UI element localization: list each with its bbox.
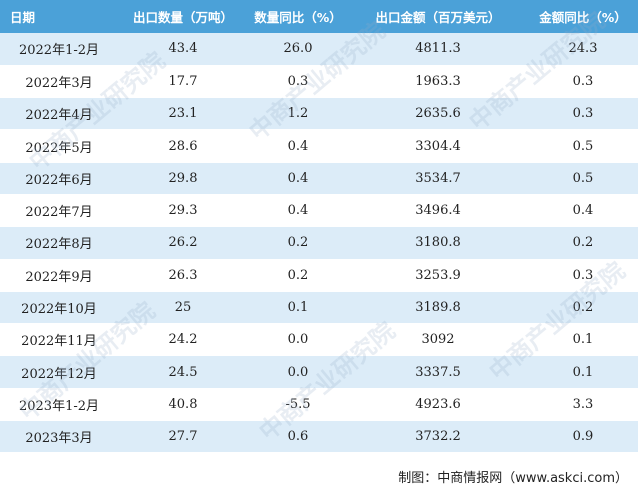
cell-quantity: 27.7 <box>118 420 248 454</box>
header-quantity-yoy: 数量同比（%） <box>254 10 342 25</box>
cell-quantity-yoy: 0.0 <box>248 323 348 357</box>
table-row: 2023年1-2月 40.8 -5.5 4923.6 3.3 <box>0 388 638 422</box>
cell-quantity-yoy: 0.4 <box>248 194 348 228</box>
cell-date: 2022年3月 <box>0 65 118 99</box>
cell-amount: 3092 <box>348 323 528 357</box>
cell-quantity-yoy: 0.2 <box>248 259 348 292</box>
cell-quantity: 43.4 <box>118 33 248 66</box>
cell-amount: 3534.7 <box>348 162 528 195</box>
cell-quantity: 26.3 <box>118 259 248 292</box>
cell-quantity: 40.8 <box>118 388 248 422</box>
table-row: 2022年5月 28.6 0.4 3304.4 0.5 <box>0 129 638 163</box>
cell-amount-yoy: 24.3 <box>528 33 638 66</box>
cell-amount-yoy: 0.2 <box>528 226 638 260</box>
cell-quantity: 28.6 <box>118 129 248 163</box>
table-row: 2022年3月 17.7 0.3 1963.3 0.3 <box>0 65 638 99</box>
cell-quantity-yoy: 0.1 <box>248 291 348 325</box>
cell-quantity-yoy: 0.6 <box>248 420 348 454</box>
header-export-quantity: 出口数量（万吨） <box>132 10 233 25</box>
table-row: 2022年12月 24.5 0.0 3337.5 0.1 <box>0 355 638 389</box>
table-row: 2022年6月 29.8 0.4 3534.7 0.5 <box>0 162 638 195</box>
cell-quantity-yoy: 26.0 <box>248 33 348 66</box>
cell-amount: 3180.8 <box>348 226 528 260</box>
table-row: 2022年8月 26.2 0.2 3180.8 0.2 <box>0 226 638 260</box>
cell-quantity: 29.3 <box>118 194 248 228</box>
cell-date: 2022年12月 <box>0 355 118 389</box>
table-header: 日期 出口数量（万吨） 数量同比（%） 出口金额（百万美元） 金额同比（%） <box>0 0 638 33</box>
cell-amount-yoy: 0.9 <box>528 420 638 454</box>
cell-quantity: 29.8 <box>118 162 248 195</box>
table-body: 2022年1-2月 43.4 26.0 4811.3 24.3 2022年3月 … <box>0 33 638 454</box>
cell-quantity-yoy: 0.4 <box>248 162 348 195</box>
cell-quantity: 24.2 <box>118 323 248 357</box>
source-credit: 制图：中商情报网（www.askci.com） <box>398 471 628 486</box>
cell-amount-yoy: 0.5 <box>528 162 638 195</box>
cell-amount: 3337.5 <box>348 355 528 389</box>
cell-date: 2022年9月 <box>0 259 118 292</box>
cell-amount: 3304.4 <box>348 129 528 163</box>
cell-amount: 3496.4 <box>348 194 528 228</box>
cell-quantity-yoy: 0.0 <box>248 355 348 389</box>
cell-amount: 3253.9 <box>348 259 528 292</box>
table-row: 2022年4月 23.1 1.2 2635.6 0.3 <box>0 97 638 131</box>
cell-quantity: 25 <box>118 291 248 325</box>
cell-date: 2022年5月 <box>0 129 118 163</box>
cell-amount-yoy: 0.3 <box>528 65 638 99</box>
cell-amount-yoy: 0.4 <box>528 194 638 228</box>
header-export-amount: 出口金额（百万美元） <box>375 10 501 25</box>
cell-amount-yoy: 3.3 <box>528 388 638 422</box>
cell-date: 2022年4月 <box>0 97 118 131</box>
cell-quantity: 24.5 <box>118 355 248 389</box>
cell-amount: 4923.6 <box>348 388 528 422</box>
cell-date: 2022年8月 <box>0 226 118 260</box>
cell-amount-yoy: 0.1 <box>528 323 638 357</box>
table-row: 2022年9月 26.3 0.2 3253.9 0.3 <box>0 259 638 292</box>
table-row: 2022年11月 24.2 0.0 3092 0.1 <box>0 323 638 357</box>
table-row: 2022年10月 25 0.1 3189.8 0.2 <box>0 291 638 325</box>
cell-quantity: 23.1 <box>118 97 248 131</box>
cell-amount: 1963.3 <box>348 65 528 99</box>
cell-amount-yoy: 0.3 <box>528 259 638 292</box>
cell-quantity-yoy: -5.5 <box>248 388 348 422</box>
cell-quantity-yoy: 0.4 <box>248 129 348 163</box>
cell-amount: 4811.3 <box>348 33 528 66</box>
cell-quantity-yoy: 0.2 <box>248 226 348 260</box>
cell-date: 2023年3月 <box>0 420 118 454</box>
cell-quantity-yoy: 1.2 <box>248 97 348 131</box>
cell-quantity-yoy: 0.3 <box>248 65 348 99</box>
export-data-table: 日期 出口数量（万吨） 数量同比（%） 出口金额（百万美元） 金额同比（%） 2… <box>0 0 638 454</box>
cell-amount: 2635.6 <box>348 97 528 131</box>
cell-amount-yoy: 0.5 <box>528 129 638 163</box>
header-row: 日期 出口数量（万吨） 数量同比（%） 出口金额（百万美元） 金额同比（%） <box>0 0 638 33</box>
cell-amount-yoy: 0.2 <box>528 291 638 325</box>
cell-quantity: 26.2 <box>118 226 248 260</box>
table-row: 2022年1-2月 43.4 26.0 4811.3 24.3 <box>0 33 638 66</box>
cell-quantity: 17.7 <box>118 65 248 99</box>
cell-date: 2022年10月 <box>0 291 118 325</box>
table-row: 2023年3月 27.7 0.6 3732.2 0.9 <box>0 420 638 454</box>
header-date: 日期 <box>10 10 36 25</box>
cell-date: 2022年7月 <box>0 194 118 228</box>
header-amount-yoy: 金额同比（%） <box>539 10 627 25</box>
cell-date: 2022年6月 <box>0 162 118 195</box>
table-row: 2022年7月 29.3 0.4 3496.4 0.4 <box>0 194 638 228</box>
cell-date: 2022年1-2月 <box>0 33 118 66</box>
cell-amount: 3189.8 <box>348 291 528 325</box>
cell-date: 2023年1-2月 <box>0 388 118 422</box>
cell-date: 2022年11月 <box>0 323 118 357</box>
cell-amount: 3732.2 <box>348 420 528 454</box>
cell-amount-yoy: 0.3 <box>528 97 638 131</box>
cell-amount-yoy: 0.1 <box>528 355 638 389</box>
